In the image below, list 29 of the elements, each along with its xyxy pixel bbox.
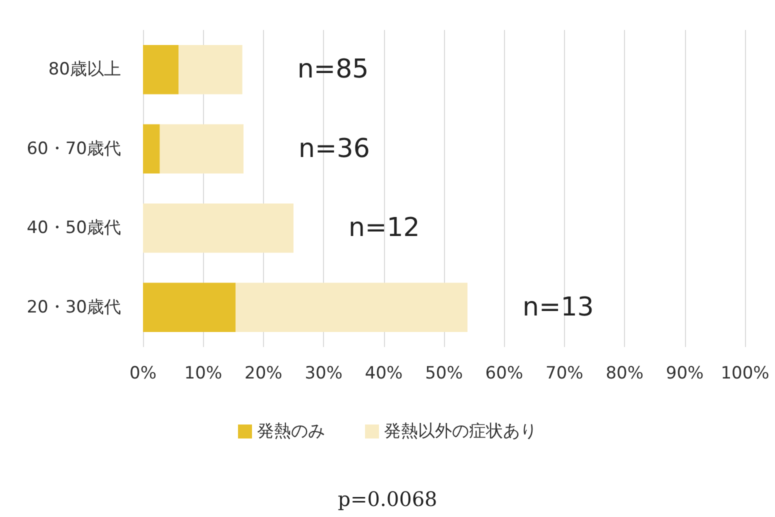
legend-label: 発熱のみ	[257, 422, 325, 442]
x-tick-label: 50%	[425, 364, 463, 384]
x-tick-label: 40%	[364, 364, 403, 384]
bar	[236, 282, 468, 332]
annotation: n=12	[348, 213, 420, 244]
x-tick-label: 30%	[304, 364, 342, 384]
x-tick-label: 90%	[666, 364, 704, 384]
y-tick-label: 20・30歳代	[26, 297, 121, 318]
text: p=0.0068	[338, 487, 438, 511]
legend-label: 発熱以外の症状あり	[384, 422, 537, 442]
x-tick-label: 70%	[546, 364, 584, 384]
annotation: n=13	[522, 292, 594, 322]
bar	[143, 124, 160, 174]
bar	[143, 45, 179, 94]
bar	[160, 124, 244, 174]
bar	[143, 282, 236, 332]
x-tick-label: 100%	[720, 364, 770, 384]
x-tick-label: 60%	[485, 364, 524, 384]
annotation: n=85	[297, 54, 369, 85]
x-tick-label: 0%	[130, 364, 156, 384]
x-tick-label: 20%	[244, 364, 282, 384]
y-tick-label: 80歳以上	[48, 60, 121, 80]
y-tick-label: 60・70歳代	[26, 138, 121, 159]
bar	[143, 204, 294, 253]
x-tick-label: 80%	[606, 364, 644, 384]
annotation: n=36	[298, 134, 370, 164]
x-tick-label: 10%	[184, 364, 222, 384]
bar	[178, 45, 242, 94]
y-tick-label: 40・50歳代	[26, 218, 121, 238]
